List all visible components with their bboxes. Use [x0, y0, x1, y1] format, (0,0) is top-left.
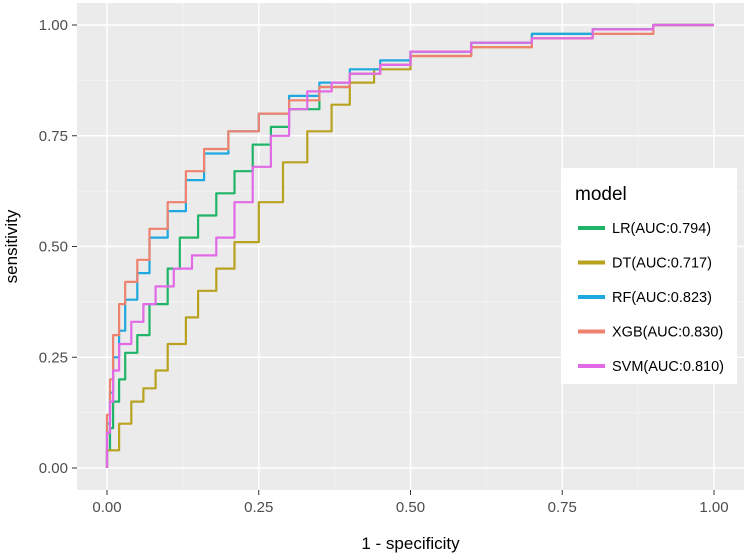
- legend: model LR(AUC:0.794) DT(AUC:0.717) RF(AUC:0…: [561, 168, 737, 384]
- legend-items: LR(AUC:0.794) DT(AUC:0.717) RF(AUC:0.823) X…: [578, 221, 724, 375]
- x-tick-label: 0.50: [396, 499, 425, 516]
- y-tick-label: 0.50: [39, 239, 68, 256]
- x-tick-label: 0.25: [244, 499, 273, 516]
- legend-label-dt: DT(AUC:0.717): [612, 256, 712, 272]
- y-tick-label: 1.00: [39, 17, 68, 34]
- y-axis-ticks: 0.00 0.25 0.50 0.75 1.00: [39, 17, 77, 477]
- x-axis-title: 1 - specificity: [361, 534, 460, 553]
- series-line-svm: [105, 23, 714, 468]
- legend-label-rf: RF(AUC:0.823): [612, 290, 712, 306]
- x-axis-ticks: 0.00 0.25 0.50 0.75 1.00: [92, 490, 729, 516]
- legend-label-svm: SVM(AUC:0.810): [612, 359, 724, 375]
- y-tick-label: 0.25: [39, 349, 68, 366]
- legend-background: [561, 168, 737, 384]
- legend-title: model: [575, 184, 627, 205]
- major-grid: [77, 3, 744, 490]
- y-tick-label: 0.00: [39, 460, 68, 477]
- x-tick-label: 0.75: [548, 499, 577, 516]
- y-tick-label: 0.75: [39, 128, 68, 145]
- x-tick-label: 1.00: [699, 499, 728, 516]
- series-layer: [105, 23, 714, 468]
- x-tick-label: 0.00: [92, 499, 121, 516]
- legend-label-lr: LR(AUC:0.794): [612, 221, 711, 237]
- y-axis-title: sensitivity: [2, 209, 21, 283]
- legend-label-xgb: XGB(AUC:0.830): [612, 325, 723, 341]
